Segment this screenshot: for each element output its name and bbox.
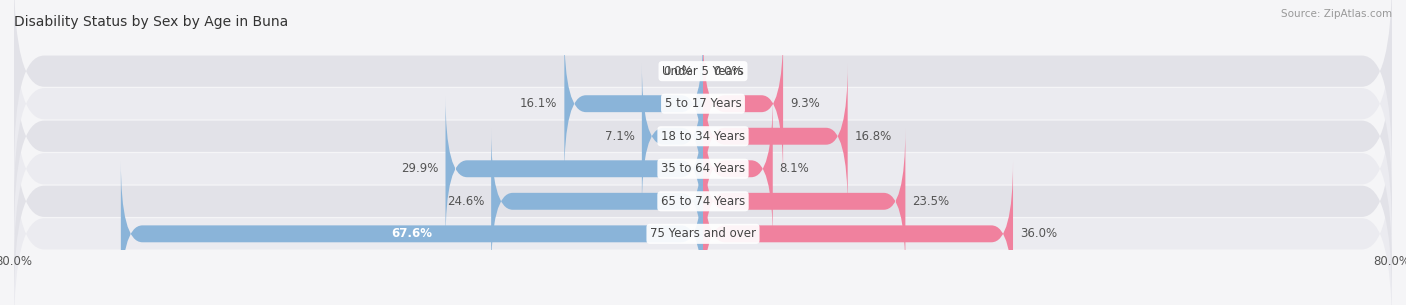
- FancyBboxPatch shape: [14, 38, 1392, 235]
- FancyBboxPatch shape: [121, 161, 703, 305]
- Text: 7.1%: 7.1%: [605, 130, 636, 143]
- FancyBboxPatch shape: [446, 96, 703, 242]
- Bar: [703, 63, 706, 80]
- Text: 18 to 34 Years: 18 to 34 Years: [661, 130, 745, 143]
- Text: Under 5 Years: Under 5 Years: [662, 65, 744, 78]
- FancyBboxPatch shape: [703, 161, 1012, 305]
- Text: 9.3%: 9.3%: [790, 97, 820, 110]
- FancyBboxPatch shape: [14, 70, 1392, 267]
- Text: 67.6%: 67.6%: [391, 227, 433, 240]
- Text: 29.9%: 29.9%: [401, 162, 439, 175]
- Text: 23.5%: 23.5%: [912, 195, 949, 208]
- Bar: [700, 63, 703, 80]
- Text: 16.1%: 16.1%: [520, 97, 557, 110]
- Text: 75 Years and over: 75 Years and over: [650, 227, 756, 240]
- FancyBboxPatch shape: [643, 63, 703, 209]
- Text: 36.0%: 36.0%: [1019, 227, 1057, 240]
- Text: 65 to 74 Years: 65 to 74 Years: [661, 195, 745, 208]
- FancyBboxPatch shape: [14, 0, 1392, 169]
- FancyBboxPatch shape: [14, 136, 1392, 305]
- FancyBboxPatch shape: [564, 31, 703, 177]
- Text: 0.0%: 0.0%: [664, 65, 693, 78]
- Text: 8.1%: 8.1%: [780, 162, 810, 175]
- Text: Source: ZipAtlas.com: Source: ZipAtlas.com: [1281, 9, 1392, 19]
- Text: Disability Status by Sex by Age in Buna: Disability Status by Sex by Age in Buna: [14, 15, 288, 29]
- FancyBboxPatch shape: [703, 96, 773, 242]
- Text: 5 to 17 Years: 5 to 17 Years: [665, 97, 741, 110]
- Text: 0.0%: 0.0%: [713, 65, 742, 78]
- Text: 16.8%: 16.8%: [855, 130, 891, 143]
- FancyBboxPatch shape: [703, 63, 848, 209]
- FancyBboxPatch shape: [14, 103, 1392, 300]
- FancyBboxPatch shape: [703, 31, 783, 177]
- Text: 35 to 64 Years: 35 to 64 Years: [661, 162, 745, 175]
- FancyBboxPatch shape: [14, 5, 1392, 202]
- FancyBboxPatch shape: [491, 128, 703, 274]
- Text: 24.6%: 24.6%: [447, 195, 484, 208]
- FancyBboxPatch shape: [703, 128, 905, 274]
